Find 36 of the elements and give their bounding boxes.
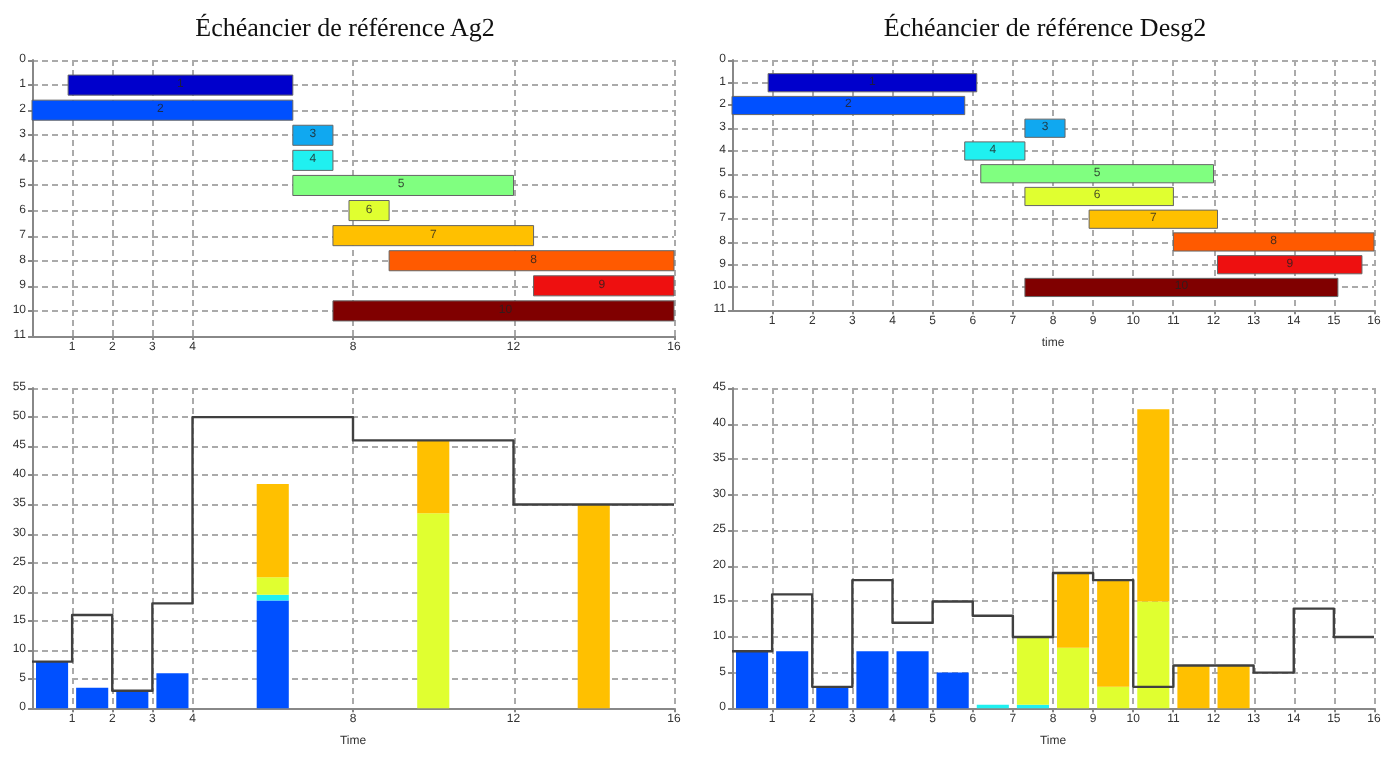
bar <box>1097 580 1130 687</box>
bar <box>736 651 769 709</box>
bar <box>1097 686 1130 709</box>
bar <box>292 174 514 196</box>
chart-title: Échéancier de référence Desg2 <box>883 12 1207 42</box>
bar <box>332 225 535 247</box>
bar <box>348 200 390 222</box>
bar <box>76 687 109 709</box>
bar <box>767 73 978 93</box>
bar <box>388 250 675 272</box>
bar <box>36 661 69 709</box>
bar <box>1177 665 1210 709</box>
bar <box>816 686 849 709</box>
bar <box>292 149 334 171</box>
bar <box>1057 573 1090 648</box>
bar <box>256 577 289 595</box>
chart-title: Échéancier de référence Ag2 <box>195 12 495 42</box>
bar <box>1217 665 1250 709</box>
bar <box>256 600 289 709</box>
bar <box>1024 277 1339 298</box>
bar <box>1137 601 1170 709</box>
bar <box>1137 409 1170 602</box>
bar <box>577 504 610 709</box>
bar <box>256 484 289 578</box>
bar <box>156 673 189 709</box>
bar <box>1057 647 1090 709</box>
bar <box>856 651 889 709</box>
bar <box>292 124 334 146</box>
bar <box>936 672 969 709</box>
bar <box>896 651 929 709</box>
bar <box>1016 637 1049 705</box>
bar <box>731 95 966 116</box>
bar <box>417 440 450 514</box>
bar <box>776 651 809 709</box>
bar <box>116 690 149 709</box>
bar <box>417 513 450 709</box>
